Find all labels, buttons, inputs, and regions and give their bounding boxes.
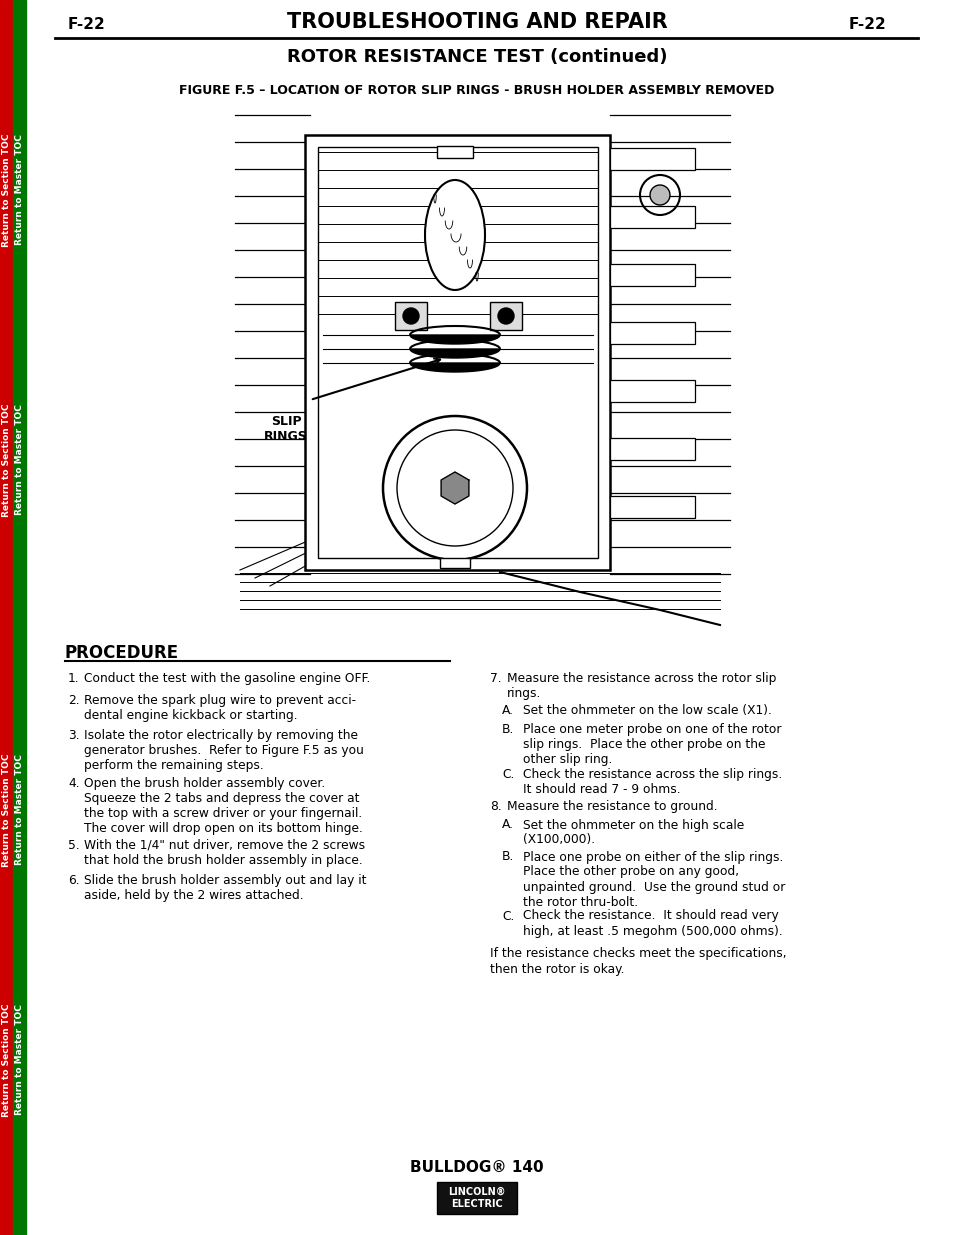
Bar — [0, 0, 13, 1235]
Bar — [439, 558, 470, 568]
Text: Set the ohmmeter on the low scale (X1).: Set the ohmmeter on the low scale (X1). — [522, 704, 771, 718]
Bar — [609, 206, 695, 228]
Text: Return to Master TOC: Return to Master TOC — [15, 755, 24, 866]
Text: Measure the resistance to ground.: Measure the resistance to ground. — [506, 800, 717, 813]
Text: Place one probe on either of the slip rings.
Place the other probe on any good,
: Place one probe on either of the slip ri… — [522, 851, 784, 909]
Text: F-22: F-22 — [68, 16, 106, 32]
Text: 5.: 5. — [68, 839, 80, 852]
Text: If the resistance checks meet the specifications,
then the rotor is okay.: If the resistance checks meet the specif… — [490, 947, 786, 976]
Text: Measure the resistance across the rotor slip
rings.: Measure the resistance across the rotor … — [506, 672, 776, 700]
Text: Return to Master TOC: Return to Master TOC — [15, 135, 24, 246]
Text: With the 1/4" nut driver, remove the 2 screws
that hold the brush holder assembl: With the 1/4" nut driver, remove the 2 s… — [84, 839, 365, 867]
Ellipse shape — [424, 180, 484, 290]
Text: 2.: 2. — [68, 694, 79, 706]
Bar — [305, 135, 609, 571]
Text: 7.: 7. — [490, 672, 501, 685]
Text: B.: B. — [501, 851, 514, 863]
Text: Return to Section TOC: Return to Section TOC — [2, 133, 11, 247]
Text: 1.: 1. — [68, 672, 79, 685]
Text: Return to Master TOC: Return to Master TOC — [15, 1004, 24, 1115]
Text: BULLDOG® 140: BULLDOG® 140 — [410, 1161, 543, 1176]
Text: Conduct the test with the gasoline engine OFF.: Conduct the test with the gasoline engin… — [84, 672, 370, 685]
Circle shape — [402, 308, 418, 324]
Text: PROCEDURE: PROCEDURE — [65, 643, 179, 662]
Text: Return to Section TOC: Return to Section TOC — [2, 1003, 11, 1116]
Text: A.: A. — [501, 819, 514, 831]
Circle shape — [649, 185, 669, 205]
Text: A.: A. — [501, 704, 514, 718]
Text: Place one meter probe on one of the rotor
slip rings.  Place the other probe on : Place one meter probe on one of the roto… — [522, 722, 781, 766]
Text: C.: C. — [501, 768, 514, 781]
Bar — [609, 380, 695, 403]
Text: Check the resistance across the slip rings.
It should read 7 - 9 ohms.: Check the resistance across the slip rin… — [522, 768, 781, 797]
Text: Check the resistance.  It should read very
high, at least .5 megohm (500,000 ohm: Check the resistance. It should read ver… — [522, 909, 781, 937]
Text: C.: C. — [501, 909, 514, 923]
Text: Slide the brush holder assembly out and lay it
aside, held by the 2 wires attach: Slide the brush holder assembly out and … — [84, 874, 366, 902]
Text: F-22: F-22 — [847, 16, 885, 32]
Polygon shape — [410, 335, 499, 345]
Bar — [490, 303, 521, 330]
Text: 6.: 6. — [68, 874, 79, 887]
Text: 8.: 8. — [490, 800, 501, 813]
Text: 4.: 4. — [68, 777, 79, 790]
Bar — [609, 148, 695, 170]
Bar — [609, 438, 695, 459]
Text: Remove the spark plug wire to prevent acci-
dental engine kickback or starting.: Remove the spark plug wire to prevent ac… — [84, 694, 355, 721]
Text: Set the ohmmeter on the high scale
(X100,000).: Set the ohmmeter on the high scale (X100… — [522, 819, 743, 846]
Bar — [436, 146, 473, 158]
Bar — [13, 0, 26, 1235]
Text: LINCOLN®
ELECTRIC: LINCOLN® ELECTRIC — [448, 1187, 505, 1209]
Bar — [609, 496, 695, 517]
Bar — [395, 303, 427, 330]
Polygon shape — [440, 472, 468, 504]
Text: Isolate the rotor electrically by removing the
generator brushes.  Refer to Figu: Isolate the rotor electrically by removi… — [84, 729, 363, 772]
Bar — [436, 1182, 517, 1214]
Bar — [317, 147, 598, 558]
Polygon shape — [410, 363, 499, 372]
Text: Return to Section TOC: Return to Section TOC — [2, 753, 11, 867]
Text: Return to Master TOC: Return to Master TOC — [15, 405, 24, 515]
Text: FIGURE F.5 – LOCATION OF ROTOR SLIP RINGS - BRUSH HOLDER ASSEMBLY REMOVED: FIGURE F.5 – LOCATION OF ROTOR SLIP RING… — [179, 84, 774, 96]
Text: Return to Section TOC: Return to Section TOC — [2, 404, 11, 516]
Text: 3.: 3. — [68, 729, 79, 741]
Text: TROUBLESHOOTING AND REPAIR: TROUBLESHOOTING AND REPAIR — [286, 12, 667, 32]
Text: B.: B. — [501, 722, 514, 736]
Bar — [609, 322, 695, 345]
Text: SLIP
RINGS: SLIP RINGS — [264, 415, 308, 443]
Bar — [609, 264, 695, 287]
Circle shape — [497, 308, 514, 324]
Text: ROTOR RESISTANCE TEST (continued): ROTOR RESISTANCE TEST (continued) — [287, 48, 666, 65]
Circle shape — [382, 416, 526, 559]
Polygon shape — [410, 350, 499, 358]
Text: Open the brush holder assembly cover.
Squeeze the 2 tabs and depress the cover a: Open the brush holder assembly cover. Sq… — [84, 777, 362, 835]
